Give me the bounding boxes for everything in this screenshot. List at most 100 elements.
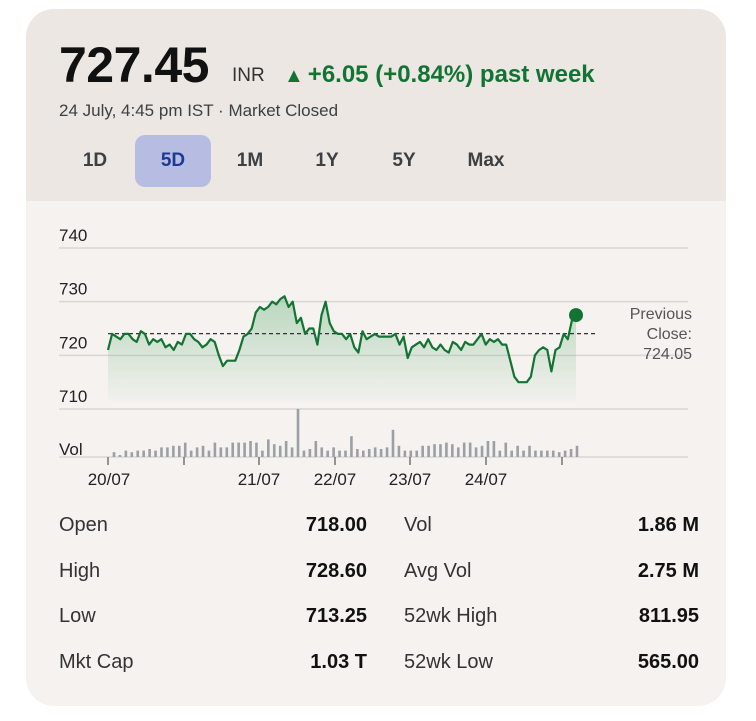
- volume-bar: [356, 449, 359, 457]
- tab-max[interactable]: Max: [467, 150, 505, 171]
- price-line: [106, 295, 577, 384]
- volume-bar: [403, 450, 407, 457]
- stat-avg-vol-label: Avg Vol: [404, 560, 472, 582]
- volume-bar: [427, 445, 430, 457]
- volume-bar: [373, 447, 377, 457]
- volume-bar: [445, 442, 448, 457]
- up-arrow-icon: ▲: [284, 65, 304, 87]
- volume-bar: [433, 444, 436, 457]
- volume-bar: [148, 449, 151, 457]
- volume-bar: [344, 450, 347, 457]
- volume-bar: [255, 442, 258, 457]
- volume-bar: [195, 447, 199, 457]
- volume-bar: [183, 442, 187, 457]
- volume-bar: [534, 450, 537, 457]
- volume-bar: [421, 445, 424, 457]
- volume-bar: [166, 447, 169, 457]
- stat-mkt-cap-label: Mkt Cap: [59, 651, 134, 673]
- volume-bar: [516, 445, 519, 457]
- range-tabs: 1D 5D 1M 1Y 5Y Max: [26, 135, 726, 187]
- tab-1y[interactable]: 1Y: [315, 150, 339, 171]
- volume-bar: [112, 452, 116, 457]
- y-tick-label: 710: [59, 387, 87, 406]
- volume-bar: [379, 449, 383, 457]
- current-price: 727.45: [59, 37, 209, 93]
- tab-1d[interactable]: 1D: [82, 150, 108, 171]
- volume-bar: [522, 450, 525, 457]
- volume-bar: [296, 409, 300, 457]
- volume-bar: [272, 444, 276, 457]
- y-tick-label: 720: [59, 333, 87, 352]
- tab-5d[interactable]: 5D: [135, 135, 211, 187]
- volume-bar: [207, 450, 211, 457]
- volume-bar: [557, 452, 561, 457]
- volume-bar: [528, 445, 531, 457]
- volume-bar: [290, 447, 294, 457]
- volume-bar: [261, 450, 264, 457]
- volume-bar: [219, 447, 223, 457]
- stat-open-label: Open: [59, 514, 108, 536]
- volume-bar: [213, 442, 217, 457]
- volume-bar: [504, 442, 508, 457]
- volume-bar: [492, 441, 496, 457]
- volume-bar: [468, 442, 472, 457]
- volume-bar: [284, 441, 288, 457]
- stat-52wk-high-value: 811.95: [638, 605, 699, 627]
- volume-bar: [451, 444, 454, 457]
- price-change: ▲ +6.05 (+0.84%) past week: [284, 61, 595, 90]
- stat-low-value: 713.25: [305, 605, 367, 627]
- stat-high-value: 728.60: [305, 560, 367, 582]
- price-chart-svg: 740 730 720 710 Vol 20/07 21/07 22/07 23/07 24/07: [59, 226, 688, 489]
- volume-bar: [130, 452, 134, 457]
- volume-bar: [350, 436, 353, 457]
- volume-label: Vol: [59, 440, 83, 459]
- volume-bar: [154, 450, 157, 457]
- volume-bar: [237, 442, 240, 457]
- stat-52wk-low-label: 52wk Low: [404, 651, 493, 673]
- volume-bar: [225, 447, 229, 457]
- stat-open-value: 718.00: [305, 514, 367, 536]
- stat-52wk-low-value: 565.00: [637, 651, 699, 673]
- volume-bar: [308, 449, 312, 457]
- volume-bar: [267, 439, 270, 457]
- previous-close-label: Previous Close: 724.05: [629, 306, 692, 363]
- stat-mkt-cap-value: 1.03 T: [310, 651, 367, 673]
- market-status: 24 July, 4:45 pm IST · Market Closed: [59, 101, 339, 120]
- price-change-text: +6.05 (+0.84%) past week: [307, 61, 595, 88]
- quote-header: 727.45 INR ▲ +6.05 (+0.84%) past week 24 …: [26, 9, 726, 201]
- stat-avg-vol-value: 2.75 M: [637, 560, 699, 582]
- volume-bar: [551, 450, 555, 457]
- stat-low-label: Low: [59, 605, 96, 627]
- volume-bar: [249, 441, 252, 457]
- volume-bar: [362, 450, 365, 457]
- tab-1m[interactable]: 1M: [236, 150, 264, 171]
- y-tick-label: 730: [59, 280, 87, 299]
- volume-bar: [498, 450, 502, 457]
- volume-bar: [397, 445, 401, 457]
- stats-row-4: Mkt Cap 1.03 T 52wk Low 565.00: [59, 647, 699, 677]
- volume-bar: [326, 450, 329, 457]
- price-chart[interactable]: 740 730 720 710 Vol 20/07 21/07 22/07 23/07 24/07…: [26, 201, 726, 496]
- volume-bar: [172, 445, 175, 457]
- volume-bar: [278, 445, 282, 457]
- y-tick-label: 740: [59, 226, 87, 245]
- volume-bar: [243, 442, 246, 457]
- x-tick-label: 24/07: [465, 470, 508, 489]
- stat-vol-label: Vol: [404, 514, 432, 536]
- x-tick-label: 23/07: [389, 470, 432, 489]
- stat-high-label: High: [59, 560, 101, 582]
- x-tick-label: 21/07: [238, 470, 281, 489]
- volume-bar: [540, 450, 543, 457]
- tab-5y[interactable]: 5Y: [392, 150, 416, 171]
- volume-bar: [474, 447, 478, 457]
- volume-bar: [142, 450, 145, 457]
- volume-bar: [136, 450, 140, 457]
- volume-bar: [563, 450, 567, 457]
- price-area: [108, 296, 576, 401]
- volume-bar: [575, 445, 579, 457]
- stat-vol-value: 1.86 M: [637, 514, 699, 536]
- volume-bar: [189, 450, 193, 457]
- stats-row-1: Open 718.00 Vol 1.86 M: [59, 510, 699, 540]
- volume-bar: [391, 429, 395, 457]
- volume-bar: [367, 449, 371, 457]
